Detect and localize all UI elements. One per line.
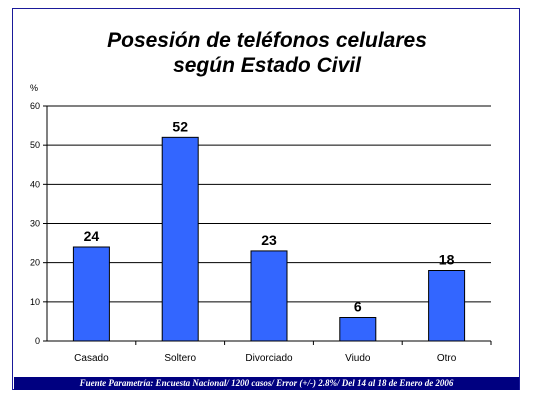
chart-title: Posesión de teléfonos celulares según Es… — [0, 28, 534, 78]
x-tick-label: Casado — [74, 353, 109, 364]
data-label: 23 — [261, 232, 277, 248]
x-tick-label: Soltero — [164, 353, 196, 364]
bar-soltero — [161, 136, 199, 342]
y-tick-label: 0 — [35, 336, 40, 346]
source-footer: Fuente Parametría: Encuesta Nacional/ 12… — [14, 377, 519, 390]
chart-title-line-2: según Estado Civil — [173, 54, 361, 77]
bar-viudo — [339, 317, 377, 342]
data-label: 6 — [354, 299, 362, 315]
x-tick-label: Divorciado — [245, 353, 293, 364]
bar-casado — [72, 246, 110, 342]
y-tick-label: 40 — [30, 179, 40, 189]
data-label: 52 — [172, 118, 188, 134]
chart-title-line-1: Posesión de teléfonos celulares — [107, 29, 427, 52]
y-tick-label: 60 — [30, 101, 40, 111]
x-tick-label: Viudo — [345, 353, 371, 364]
data-label: 24 — [84, 228, 100, 244]
x-tick-label: Otro — [437, 353, 457, 364]
data-label: 18 — [439, 252, 455, 268]
y-tick-label: 10 — [30, 297, 40, 307]
bar-otro — [428, 270, 466, 342]
bar-divorciado — [250, 250, 288, 342]
y-tick-label: 30 — [30, 219, 40, 229]
y-axis-unit-label: % — [30, 83, 39, 93]
y-tick-label: 50 — [30, 140, 40, 150]
y-tick-label: 20 — [30, 258, 40, 268]
